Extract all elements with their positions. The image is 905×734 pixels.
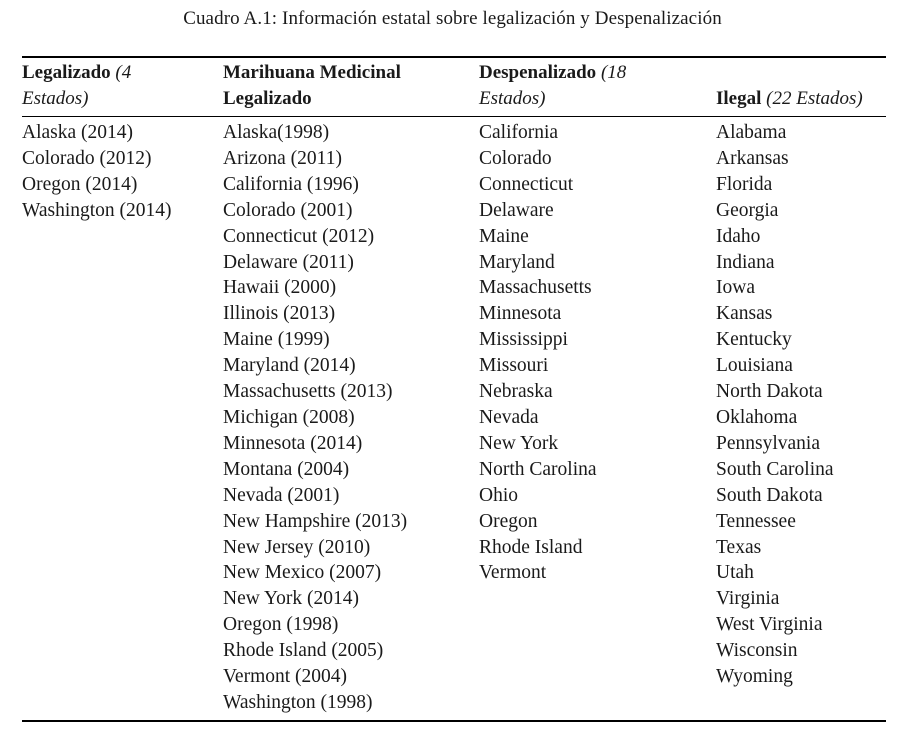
header-legalized-title: Legalizado	[22, 62, 111, 83]
medical-state: New Jersey (2010)	[223, 536, 371, 558]
header-legalized-count: (4	[110, 62, 132, 83]
decriminalized-state: Massachusetts	[479, 277, 592, 299]
medical-state: Hawaii (2000)	[223, 277, 337, 299]
medical-state: Delaware (2011)	[223, 251, 354, 273]
medical-state: New Mexico (2007)	[223, 562, 382, 584]
header-medical: Marihuana Medicinal Legalizado	[223, 60, 463, 112]
illegal-state: Idaho	[716, 225, 761, 247]
illegal-state: North Dakota	[716, 381, 823, 403]
medical-state: New York (2014)	[223, 588, 359, 610]
illegal-state: Kentucky	[716, 329, 792, 351]
illegal-state: Alabama	[716, 122, 787, 143]
medical-state: Illinois (2013)	[223, 303, 336, 325]
decriminalized-state: Missouri	[479, 355, 549, 377]
medical-state: Nevada (2001)	[223, 484, 340, 506]
header-rule	[22, 116, 886, 117]
illegal-state: Wyoming	[716, 666, 793, 688]
decriminalized-state: Minnesota	[479, 303, 562, 325]
illegal-state: Texas	[716, 536, 762, 558]
column-legalized: Alaska (2014) Colorado (2012) Oregon (2014…	[22, 120, 172, 224]
top-rule	[22, 56, 886, 58]
illegal-state: West Virginia	[716, 614, 823, 636]
decriminalized-state: Ohio	[479, 484, 518, 506]
illegal-state: Louisiana	[716, 355, 793, 377]
illegal-state: Iowa	[716, 277, 755, 299]
medical-state: Maryland (2014)	[223, 355, 356, 377]
illegal-state: Oklahoma	[716, 406, 798, 428]
column-medical: Alaska(1998) Arizona (2011) California (19…	[223, 120, 407, 716]
column-decriminalized: California Colorado Connecticut Delaware Mai…	[479, 120, 597, 586]
decriminalized-state: Connecticut	[479, 173, 574, 195]
illegal-state: Georgia	[716, 199, 779, 221]
medical-state: Vermont (2004)	[223, 666, 348, 688]
illegal-state: Arkansas	[716, 147, 789, 169]
illegal-state: Indiana	[716, 251, 775, 273]
medical-state: Arizona (2011)	[223, 147, 342, 169]
bottom-rule	[22, 720, 886, 722]
illegal-state: Wisconsin	[716, 640, 798, 662]
decriminalized-state: Rhode Island	[479, 536, 583, 558]
header-medical-line2: Legalizado	[223, 88, 312, 109]
illegal-state: Virginia	[716, 588, 780, 610]
illegal-state: Utah	[716, 562, 754, 584]
illegal-state: Kansas	[716, 303, 773, 325]
decriminalized-state: Maine	[479, 225, 529, 247]
decriminalized-state: North Carolina	[479, 458, 597, 480]
illegal-state: Pennsylvania	[716, 432, 820, 454]
medical-state: Montana (2004)	[223, 458, 350, 480]
medical-state: Minnesota (2014)	[223, 432, 363, 454]
header-medical-line1: Marihuana Medicinal	[223, 62, 401, 83]
decriminalized-state: California	[479, 122, 559, 143]
medical-state: Washington (1998)	[223, 691, 373, 713]
decriminalized-state: Mississippi	[479, 329, 568, 351]
header-decriminalized: Despenalizado (18 Estados)	[479, 60, 689, 112]
medical-state: Massachusetts (2013)	[223, 381, 393, 403]
decriminalized-state: Maryland	[479, 251, 555, 273]
medical-state: Maine (1999)	[223, 329, 330, 351]
illegal-state: Tennessee	[716, 510, 796, 532]
medical-state: Connecticut (2012)	[223, 225, 375, 247]
header-illegal-count: (22 Estados)	[761, 88, 863, 109]
illegal-state: South Carolina	[716, 458, 834, 480]
decriminalized-state: Nevada	[479, 406, 539, 428]
medical-state: Michigan (2008)	[223, 406, 355, 428]
legalized-state: Alaska (2014)	[22, 122, 134, 143]
header-decriminalized-count-cont: Estados)	[479, 88, 546, 109]
decriminalized-state: Vermont	[479, 562, 547, 584]
decriminalized-state: Colorado	[479, 147, 552, 169]
decriminalized-state: New York	[479, 432, 559, 454]
decriminalized-state: Delaware	[479, 199, 554, 221]
medical-state: Rhode Island (2005)	[223, 640, 384, 662]
header-illegal: Ilegal (22 Estados)	[716, 86, 896, 112]
illegal-state: Florida	[716, 173, 773, 195]
header-legalized: Legalizado (4 Estados)	[22, 60, 202, 112]
medical-state: Alaska(1998)	[223, 122, 330, 143]
decriminalized-state: Oregon	[479, 510, 538, 532]
medical-state: New Hampshire (2013)	[223, 510, 408, 532]
legalized-state: Oregon (2014)	[22, 173, 138, 195]
medical-state: Oregon (1998)	[223, 614, 339, 636]
column-illegal: Alabama Arkansas Florida Georgia Idaho Indian…	[716, 120, 834, 690]
header-decriminalized-title: Despenalizado	[479, 62, 597, 83]
legalized-state: Colorado (2012)	[22, 147, 152, 169]
header-illegal-title: Ilegal	[716, 88, 762, 109]
medical-state: California (1996)	[223, 173, 359, 195]
table-caption: Cuadro A.1: Información estatal sobre le…	[183, 8, 722, 29]
medical-state: Colorado (2001)	[223, 199, 353, 221]
decriminalized-state: Nebraska	[479, 381, 553, 403]
header-decriminalized-count: (18	[596, 62, 627, 83]
header-legalized-count-cont: Estados)	[22, 88, 89, 109]
illegal-state: South Dakota	[716, 484, 823, 506]
legalized-state: Washington (2014)	[22, 199, 172, 221]
